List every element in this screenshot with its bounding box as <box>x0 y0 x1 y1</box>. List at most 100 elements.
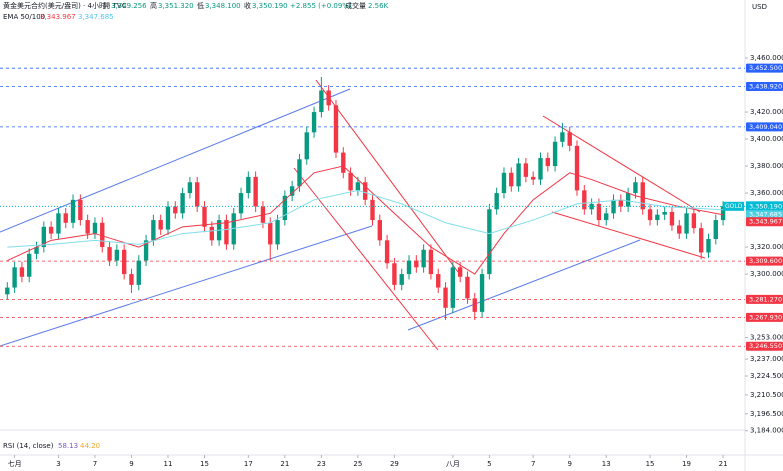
candle-body <box>19 267 25 277</box>
price-level-badge <box>746 122 783 132</box>
price-level-badge-label: 3,309.600 <box>749 257 782 265</box>
candle-body <box>5 287 10 295</box>
price-level-badge <box>746 294 783 304</box>
candle-body <box>574 145 580 191</box>
candle-body <box>501 172 507 194</box>
candle-body <box>173 206 178 214</box>
ema50-badge-label: 3,343.967 <box>749 218 782 226</box>
candle-body <box>326 90 331 106</box>
candle-body <box>27 253 32 277</box>
ema100-badge-label: 3,347.685 <box>749 211 782 219</box>
candle-body <box>370 199 375 221</box>
candle-body <box>224 220 229 245</box>
price-level-badge-label: 3,267.930 <box>749 313 782 321</box>
candle-body <box>530 176 536 180</box>
candle-body <box>311 112 317 133</box>
candle-body <box>596 203 602 221</box>
x-tick-label: 9 <box>567 460 571 468</box>
ema50-badge <box>746 217 783 227</box>
candle-body <box>100 222 105 248</box>
trend-line <box>542 115 701 213</box>
ema-line <box>7 189 724 248</box>
candle-body <box>384 240 390 264</box>
candle-body <box>472 298 477 312</box>
y-tick-label: 3,400.000 <box>750 135 783 143</box>
x-tick-label: 7 <box>93 460 97 468</box>
symbol-badge <box>723 201 744 211</box>
candle-body <box>78 199 83 221</box>
candle-body <box>516 163 521 187</box>
candle-body <box>136 260 141 285</box>
candle-body <box>523 163 529 177</box>
x-tick-label: 21 <box>280 460 289 468</box>
candle-body <box>582 190 587 210</box>
candle-body <box>121 249 127 275</box>
candle-body <box>319 90 324 113</box>
volume-value: 2.56K <box>368 2 389 10</box>
rsi-title: RSI (14, close) <box>3 442 54 450</box>
candle-body <box>268 222 273 245</box>
candle-body <box>662 211 667 215</box>
x-tick-label: 7 <box>531 460 535 468</box>
price-level-badge-label: 3,438.920 <box>749 83 782 91</box>
x-tick-label: 八月 <box>446 460 460 468</box>
candle-body <box>706 238 711 253</box>
y-tick-label: 3,184.000 <box>750 427 783 435</box>
price-level-badge <box>746 312 783 322</box>
x-tick-label: 9 <box>129 460 133 468</box>
y-tick-label: 3,237.000 <box>750 355 783 363</box>
candle-body <box>355 182 361 191</box>
candle-body <box>560 132 565 142</box>
candle-body <box>165 206 171 230</box>
candle-body <box>92 222 98 234</box>
x-tick-label: 15 <box>646 460 655 468</box>
candle-body <box>114 249 120 261</box>
y-tick-label: 3,420.000 <box>750 108 783 116</box>
trend-line <box>315 79 459 273</box>
high-value: 3,351.320 <box>158 2 194 10</box>
candle-body <box>333 105 339 153</box>
price-level-badge-label: 3,452.500 <box>749 64 782 72</box>
candle-body <box>538 157 543 180</box>
symbol: 黄金美元合约(美元/盎司) · 4小时 · TVC <box>3 1 127 10</box>
candle-body <box>669 211 675 226</box>
close-label: 收 <box>244 1 251 10</box>
candle-body <box>341 152 346 173</box>
candle-body <box>450 267 456 308</box>
candle-body <box>399 274 404 285</box>
candle-body <box>487 209 492 275</box>
trend-line <box>407 239 641 331</box>
x-tick-label: 25 <box>353 460 362 468</box>
candle-body <box>202 206 207 227</box>
candle-body <box>414 260 419 268</box>
candle-body <box>253 176 258 207</box>
price-level-badge <box>746 63 783 73</box>
candle-body <box>187 182 193 194</box>
candle-body <box>618 199 624 207</box>
candle-body <box>720 206 726 221</box>
high-label: 高 <box>150 1 157 10</box>
y-tick-label: 3,460.000 <box>750 54 783 62</box>
change: +2.855 (+0.09%) <box>290 2 352 10</box>
candle-body <box>180 193 185 214</box>
indicator-title: EMA 50/100 <box>3 13 45 21</box>
candle-body <box>377 220 382 241</box>
candle-body <box>158 220 163 230</box>
candle-body <box>41 226 47 248</box>
price-level-badge-label: 3,281.270 <box>749 295 782 303</box>
candle-body <box>684 213 689 234</box>
y-tick-label: 3,300.000 <box>750 270 783 278</box>
candle-body <box>85 220 90 234</box>
candle-body <box>713 220 718 239</box>
candle-body <box>509 172 514 187</box>
rsi-ma-value: 44.20 <box>80 442 100 450</box>
x-tick-label: 17 <box>244 460 253 468</box>
candle-body <box>70 199 76 223</box>
open-value: 3,349.256 <box>111 2 147 10</box>
y-tick-label: 3,380.000 <box>750 162 783 170</box>
candle-body <box>698 228 704 253</box>
candle-body <box>640 182 645 210</box>
candle-body <box>691 213 697 229</box>
